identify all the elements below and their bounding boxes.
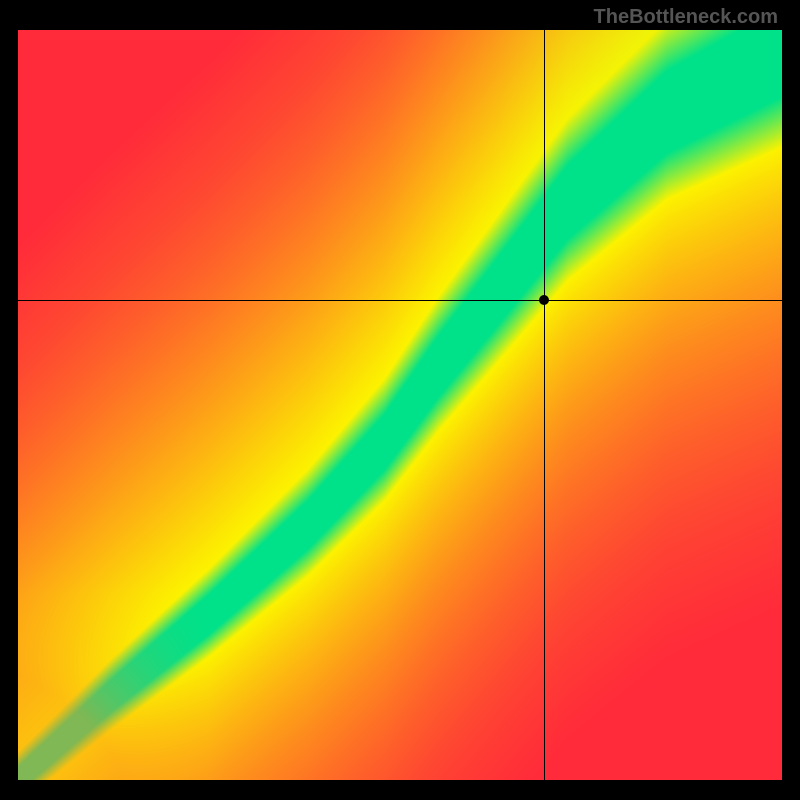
heatmap-plot (18, 30, 782, 780)
crosshair-vertical (544, 30, 545, 780)
crosshair-marker (539, 295, 549, 305)
heatmap-canvas (18, 30, 782, 780)
figure-container: TheBottleneck.com (0, 0, 800, 800)
watermark-text: TheBottleneck.com (594, 6, 778, 29)
crosshair-horizontal (18, 300, 782, 301)
